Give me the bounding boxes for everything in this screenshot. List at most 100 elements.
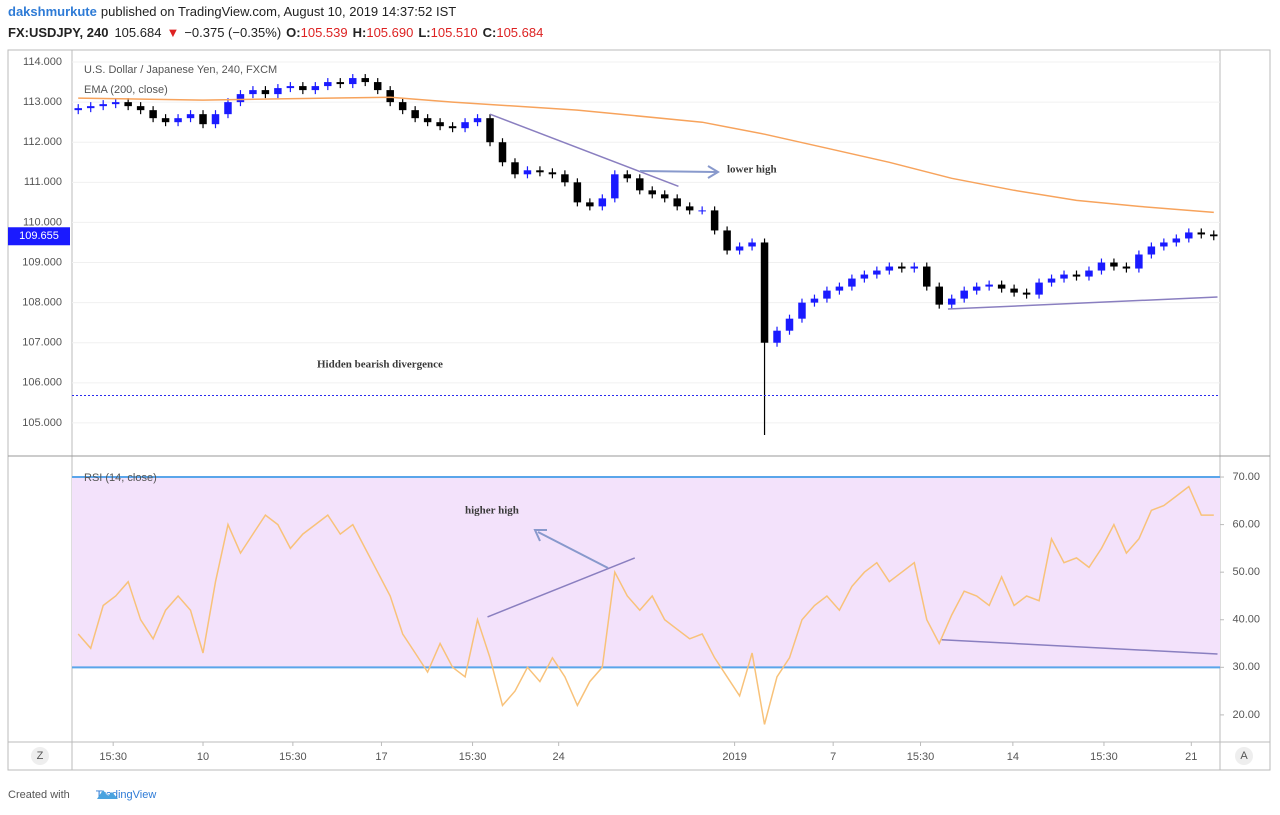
candle-body	[1035, 282, 1043, 295]
candle-body	[598, 198, 607, 207]
candle-body	[398, 102, 407, 111]
ohlc-label: H:	[353, 25, 367, 40]
candle-body	[1022, 292, 1031, 295]
candle-body	[161, 118, 170, 123]
candle-body	[898, 266, 906, 269]
header-line: dakshmurkute published on TradingView.com…	[8, 4, 456, 19]
legend: U.S. Dollar / Japanese Yen, 240, FXCM	[84, 64, 277, 76]
candle-body	[885, 266, 894, 271]
x-tick-label: 15:30	[99, 751, 127, 763]
candle-body	[136, 106, 145, 111]
candle-body	[211, 114, 220, 125]
candle-body	[997, 284, 1006, 289]
y-tick-label: 70.00	[1232, 471, 1260, 483]
frame	[7, 49, 1271, 771]
button-label[interactable]: A	[1240, 750, 1248, 762]
footer: Created with TradingView	[8, 789, 156, 801]
candle-body	[1060, 274, 1068, 279]
candle-body	[1047, 278, 1056, 283]
arrow-head	[707, 165, 720, 179]
x-tick-label: 15:30	[459, 751, 487, 763]
trendline	[487, 557, 636, 618]
candle-body	[923, 266, 931, 287]
candle-body	[1135, 254, 1143, 269]
x-tick-label: 7	[830, 751, 836, 763]
rsi-band	[72, 477, 1220, 668]
candle-body	[548, 172, 557, 175]
x-tick-label: 15:30	[907, 751, 935, 763]
candle-body	[498, 142, 507, 163]
candle-body	[523, 170, 532, 175]
last-price-box	[8, 227, 70, 246]
ohlc-value: 105.539	[301, 25, 348, 40]
y-tick-label: 110.000	[23, 216, 62, 228]
candle-body	[1085, 270, 1093, 277]
candle-body	[710, 210, 719, 231]
candle-body	[1210, 234, 1218, 237]
button-label[interactable]: Z	[37, 750, 44, 762]
candle-body	[536, 170, 544, 173]
y-tick-label: 105.000	[22, 417, 62, 429]
candle-body	[972, 286, 981, 291]
y-tick-label: 109.000	[22, 256, 62, 268]
candle-body	[623, 174, 632, 179]
candle-body	[448, 126, 457, 129]
candle-body	[935, 286, 943, 305]
candle-body	[236, 94, 245, 103]
y-tick-label: 40.00	[1232, 614, 1260, 626]
y-tick-label: 106.000	[22, 377, 62, 389]
candle-body	[835, 286, 844, 291]
candle-body	[324, 82, 332, 87]
x-tick-label: 14	[1007, 751, 1019, 763]
trendline	[489, 113, 679, 188]
candle-body	[735, 246, 744, 251]
arrow	[537, 531, 609, 569]
candle-body	[86, 106, 95, 109]
auto-button[interactable]	[1235, 747, 1253, 765]
candle-body	[1172, 238, 1181, 243]
y-tick-label: 112.000	[23, 136, 62, 148]
y-tick-label: 60.00	[1232, 519, 1260, 531]
candle-body	[423, 118, 432, 123]
last: 105.684	[114, 25, 161, 40]
y-tick-label: 50.00	[1232, 566, 1260, 578]
candle-body	[486, 118, 494, 143]
candle-body	[910, 266, 919, 269]
candle-body	[299, 86, 307, 91]
candle-body	[561, 174, 569, 183]
candle-body	[349, 78, 357, 85]
candle-body	[261, 90, 270, 95]
x-tick-label: 2019	[722, 751, 746, 763]
ohlc-value: 105.690	[366, 25, 413, 40]
candle-body	[673, 198, 681, 207]
x-tick-label: 15:30	[1090, 751, 1118, 763]
candle-body	[473, 118, 482, 123]
y-tick-label: 113.000	[23, 96, 62, 108]
candle-body	[111, 102, 120, 105]
candle-body	[698, 210, 706, 212]
candle-body	[723, 230, 731, 251]
candle-body	[611, 174, 619, 199]
candle-body	[99, 104, 107, 107]
candle-body	[1010, 288, 1018, 293]
candle-body	[798, 302, 806, 319]
zoom-button[interactable]	[31, 747, 49, 765]
candle-body	[249, 90, 257, 95]
candle-body	[1072, 274, 1081, 277]
candle-body	[685, 206, 694, 211]
candle-body	[174, 118, 182, 123]
published: published on TradingView.com, August 10,…	[101, 4, 456, 19]
ohlc-label: O:	[286, 25, 300, 40]
arrow-head	[533, 529, 547, 542]
legend: EMA (200, close)	[84, 84, 168, 96]
y-tick-label: 114.000	[23, 56, 62, 68]
x-tick-label: 24	[553, 751, 565, 763]
candle-body	[149, 110, 157, 119]
candle-body	[1122, 266, 1131, 269]
footer-created: Created with	[8, 789, 70, 801]
candle-body	[274, 88, 282, 95]
trendline	[947, 296, 1218, 310]
candle-body	[848, 278, 856, 287]
candle-body	[124, 102, 132, 107]
y-tick-label: 107.000	[22, 337, 62, 349]
